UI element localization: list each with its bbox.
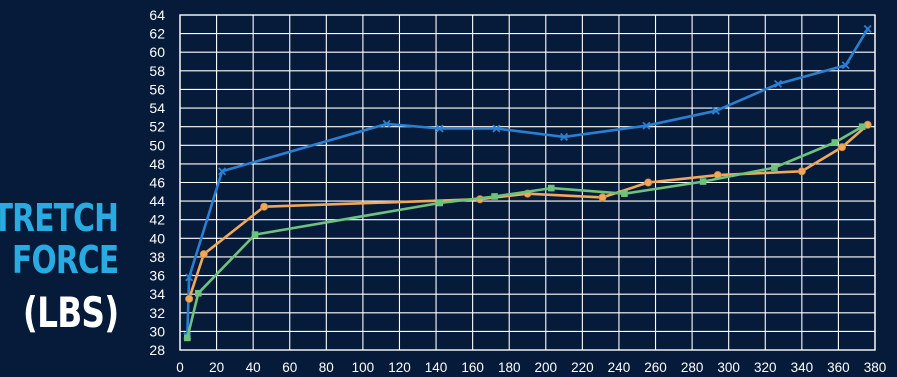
- x-tick-label: 320: [754, 360, 777, 375]
- data-point-circle: [797, 167, 806, 176]
- y-tick-label: 58: [149, 63, 165, 79]
- x-tick-label: 60: [282, 360, 297, 375]
- y-tick-label: 60: [149, 44, 165, 60]
- series-2: [185, 120, 872, 303]
- x-tick-label: 340: [791, 360, 814, 375]
- y-axis-title-units: (LBS): [22, 288, 119, 337]
- x-tick-label: 140: [425, 360, 448, 375]
- x-tick-label: 260: [644, 360, 667, 375]
- y-tick-label: 30: [149, 323, 165, 339]
- data-point-square: [621, 190, 628, 197]
- x-tick-label: 100: [352, 360, 375, 375]
- data-point-cross: [841, 61, 850, 70]
- series-lines: [183, 24, 872, 342]
- y-axis-title: STRETCH FORCE (LBS): [0, 0, 119, 377]
- data-point-square: [436, 199, 444, 207]
- x-tick-label: 200: [535, 360, 558, 375]
- y-tick-label: 36: [149, 268, 165, 284]
- data-point-cross: [435, 124, 444, 133]
- grid: [179, 14, 876, 351]
- y-tick-label: 34: [149, 286, 165, 302]
- data-point-cross: [492, 124, 501, 133]
- y-tick-label: 64: [149, 7, 165, 23]
- x-tick-label: 20: [209, 360, 224, 375]
- data-point-cross: [560, 132, 569, 141]
- data-point-square: [251, 231, 259, 238]
- data-point-cross: [218, 167, 227, 176]
- data-point-cross: [711, 106, 720, 115]
- y-axis-title-line-1: STRETCH: [0, 196, 119, 240]
- data-point-square: [184, 334, 191, 342]
- y-tick-label: 46: [149, 175, 165, 191]
- data-point-square: [194, 289, 202, 297]
- y-tick-label: 38: [149, 249, 165, 265]
- y-tick-label: 50: [149, 137, 165, 153]
- data-point-square: [858, 123, 866, 130]
- x-tick-label: 80: [319, 360, 334, 375]
- y-tick-label: 42: [149, 212, 165, 228]
- data-point-cross: [774, 79, 783, 88]
- data-point-circle: [598, 193, 607, 202]
- tick-labels: 0 20 40 60 80 100 120 140 160 180 200 220 240 260 280 3…: [149, 7, 886, 375]
- data-point-cross: [382, 119, 391, 128]
- data-point-cross: [185, 273, 194, 282]
- x-tick-label: 300: [717, 360, 740, 375]
- y-tick-label: 48: [149, 156, 165, 172]
- data-point-circle: [185, 294, 194, 303]
- data-point-square: [547, 184, 555, 192]
- series-line: [186, 27, 870, 338]
- x-tick-label: 360: [827, 360, 850, 375]
- data-point-square: [831, 139, 839, 146]
- data-point-cross: [863, 24, 872, 33]
- x-tick-label: 0: [176, 360, 184, 375]
- data-point-circle: [260, 202, 269, 211]
- y-tick-label: 40: [149, 230, 165, 246]
- x-tick-label: 220: [571, 360, 594, 375]
- data-point-square: [699, 178, 707, 185]
- series-3: [184, 123, 866, 342]
- y-tick-label: 62: [149, 26, 165, 42]
- series-line: [186, 125, 864, 340]
- x-tick-label: 160: [461, 360, 484, 375]
- x-tick-label: 120: [388, 360, 411, 375]
- data-point-cross: [642, 121, 651, 130]
- series-1: [183, 24, 872, 341]
- data-point-circle: [838, 143, 847, 152]
- y-tick-label: 52: [149, 119, 165, 135]
- data-point-square: [771, 164, 778, 171]
- x-tick-label: 180: [498, 360, 521, 375]
- data-point-square: [491, 193, 498, 200]
- y-tick-label: 32: [149, 305, 165, 321]
- y-tick-label: 54: [149, 100, 165, 116]
- data-point-circle: [644, 178, 653, 187]
- x-tick-label: 380: [864, 360, 887, 375]
- y-axis-title-line-2: FORCE: [11, 238, 119, 282]
- data-point-circle: [199, 250, 208, 259]
- x-tick-label: 40: [246, 360, 261, 375]
- y-tick-label: 28: [149, 342, 165, 358]
- x-tick-label: 240: [608, 360, 631, 375]
- x-tick-label: 280: [681, 360, 704, 375]
- y-tick-label: 56: [149, 81, 165, 97]
- y-tick-label: 44: [149, 193, 165, 209]
